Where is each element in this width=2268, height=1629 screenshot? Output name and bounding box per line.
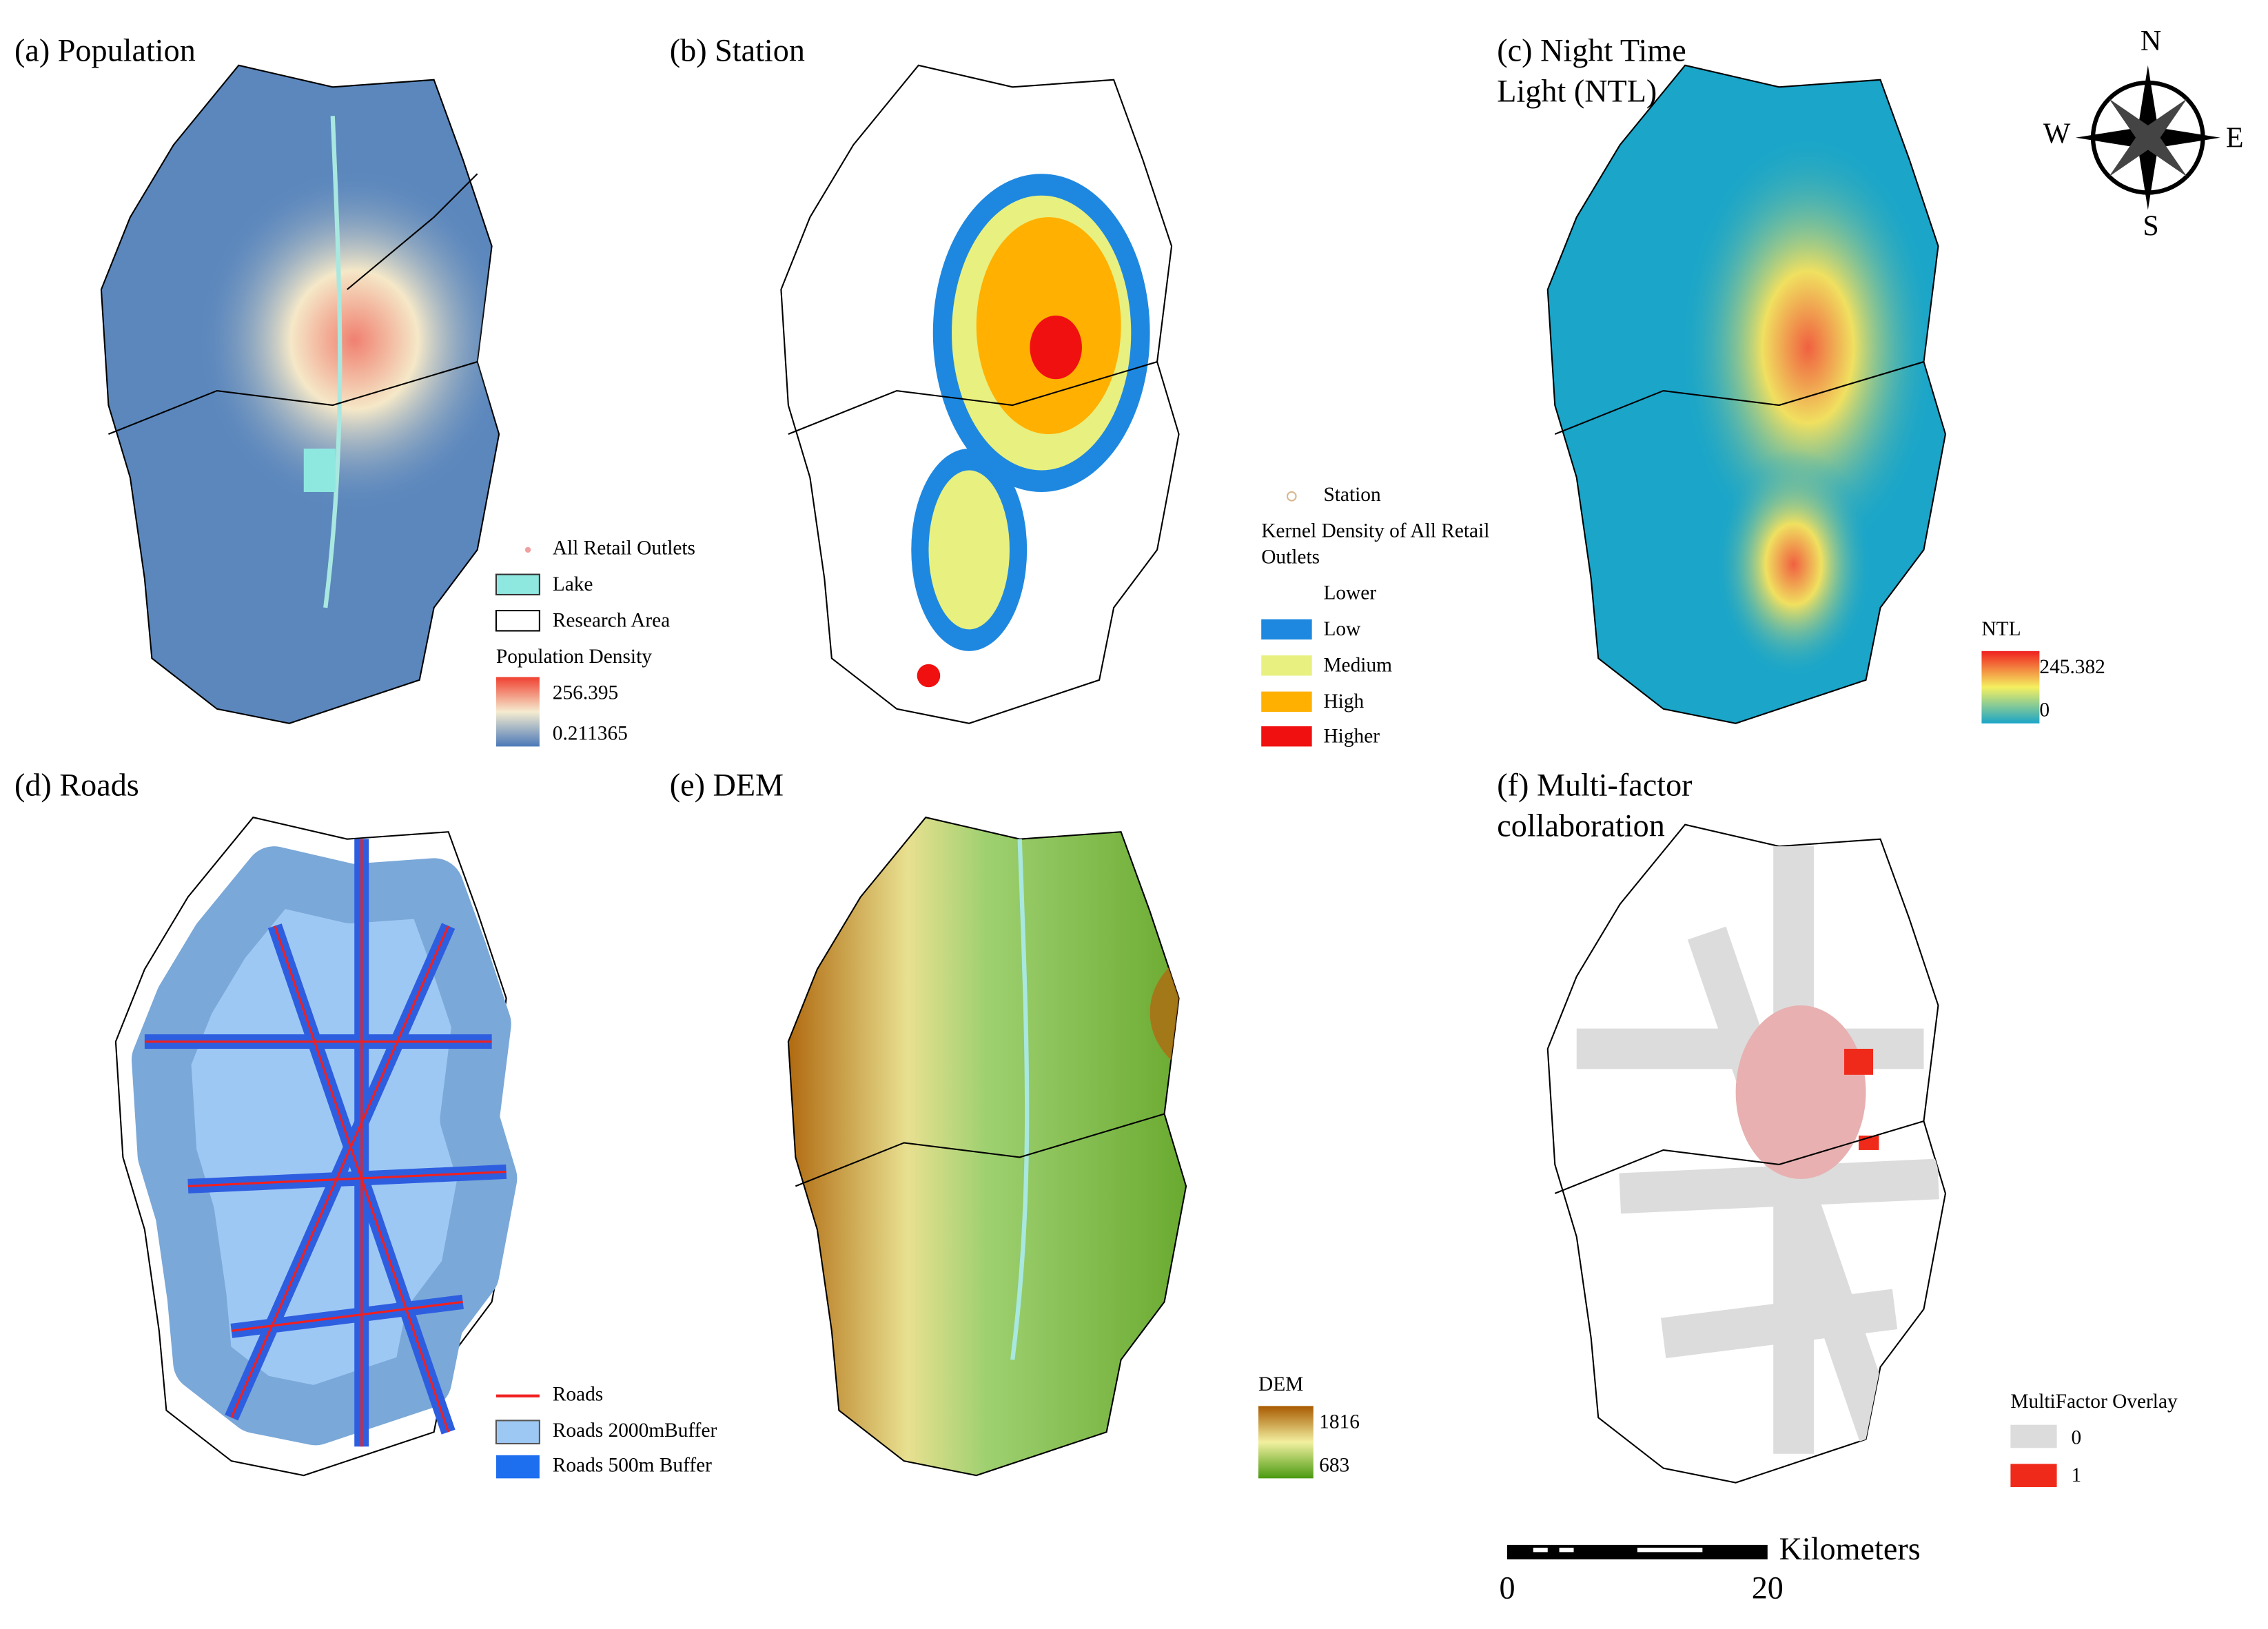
district-line xyxy=(108,361,478,435)
panel-title: (b) Station xyxy=(670,32,805,68)
map-fill xyxy=(1576,846,1939,1454)
panel-c: (c) Night Time Light (NTL) NTL 245.382 0 xyxy=(1497,32,2105,724)
legend-swatch xyxy=(496,1455,540,1479)
legend-heading: Kernel Density of All Retail xyxy=(1261,520,1489,542)
legend-dot xyxy=(1286,491,1297,502)
scale-label: 20 xyxy=(1752,1570,1784,1606)
legend-label: Low xyxy=(1323,618,1361,640)
legend-label: Medium xyxy=(1323,655,1392,677)
compass: N S E W xyxy=(2043,25,2244,243)
color-ramp xyxy=(496,677,540,747)
compass-label: W xyxy=(2043,118,2071,150)
legend-heading: DEM xyxy=(1258,1373,1303,1395)
legend-swatch xyxy=(495,1420,540,1445)
legend-swatch xyxy=(495,610,540,632)
legend-label: Roads 2000mBuffer xyxy=(553,1420,717,1442)
map-fill xyxy=(1010,839,1187,1360)
legend-label: High xyxy=(1323,690,1364,713)
legend-heading: MultiFactor Overlay xyxy=(2010,1391,2178,1413)
legend-max: 256.395 xyxy=(553,682,618,704)
panel-title: (c) Night Time xyxy=(1497,32,1686,68)
legend-swatch xyxy=(495,573,540,596)
legend-swatch xyxy=(1261,655,1312,676)
color-ramp xyxy=(1981,650,2040,724)
scale-label: 0 xyxy=(1499,1570,1515,1606)
legend-dot xyxy=(524,546,531,553)
legend-swatch xyxy=(1261,691,1312,712)
map-fill xyxy=(1677,130,1939,680)
legend-min: 683 xyxy=(1319,1454,1349,1476)
map-outline xyxy=(1546,823,1947,1484)
legend-label: 1 xyxy=(2072,1464,2082,1486)
legend-label: Lower xyxy=(1323,582,1376,604)
district-line xyxy=(347,173,478,290)
scale-unit: Kilometers xyxy=(1779,1531,1921,1566)
legend-label: Research Area xyxy=(553,610,670,632)
panel-a: (a) Population All Retail Outlets Lake R… xyxy=(14,32,695,747)
panel-title: (e) DEM xyxy=(670,768,784,803)
legend-heading: NTL xyxy=(1981,618,2021,640)
map-outline xyxy=(787,817,1187,1477)
panel-d: (d) Roads Roads Roads 2000mBuffer Roads … xyxy=(14,768,717,1479)
panel-title: (f) Multi-factor xyxy=(1497,768,1692,803)
legend-swatch xyxy=(1261,726,1312,747)
legend-max: 1816 xyxy=(1319,1411,1360,1433)
legend-label: Higher xyxy=(1323,726,1380,748)
compass-label: N xyxy=(2141,25,2161,57)
legend-label: Station xyxy=(1323,484,1381,506)
panel-f: (f) Multi-factor collaboration MultiFact… xyxy=(1497,768,2178,1487)
compass-label: E xyxy=(2226,123,2244,154)
legend-label: All Retail Outlets xyxy=(553,537,695,560)
legend-label: Lake xyxy=(553,573,593,595)
map-fill xyxy=(195,116,500,608)
legend-label: Roads 500m Buffer xyxy=(553,1454,712,1476)
panel-title: (d) Roads xyxy=(14,768,139,803)
legend-swatch xyxy=(1261,619,1312,640)
panel-title: collaboration xyxy=(1497,808,1665,843)
panel-b: (b) Station Station Kernel Density of Al… xyxy=(670,32,1490,747)
panel-e: (e) DEM DEM 1816 683 xyxy=(670,768,1360,1479)
roads xyxy=(144,839,507,1447)
panel-title: (a) Population xyxy=(14,32,196,68)
color-ramp xyxy=(1258,1406,1314,1479)
legend-swatch xyxy=(2010,1424,2057,1448)
legend-label: Roads xyxy=(553,1383,603,1405)
legend-swatch xyxy=(2010,1464,2057,1487)
legend-min: 0 xyxy=(2039,699,2050,721)
legend-max: 245.382 xyxy=(2039,656,2105,678)
legend-min: 0.211365 xyxy=(553,722,628,744)
legend-heading: Population Density xyxy=(496,646,652,668)
panel-title: Light (NTL) xyxy=(1497,73,1657,108)
legend-label: 0 xyxy=(2072,1426,2082,1448)
legend-heading: Outlets xyxy=(1261,546,1320,568)
scale-bar: Kilometers 0 20 xyxy=(1499,1531,1920,1606)
compass-label: S xyxy=(2143,211,2158,243)
map-fill xyxy=(911,174,1150,688)
